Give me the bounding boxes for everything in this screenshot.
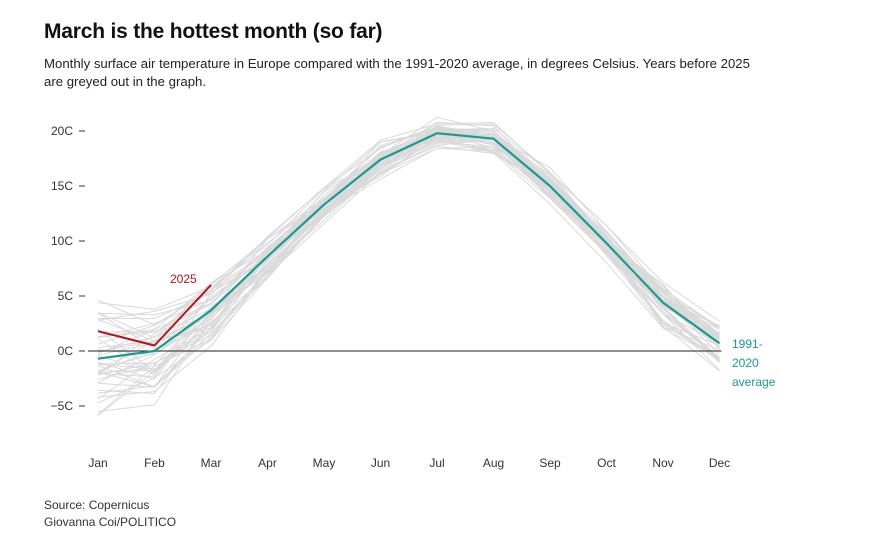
historical-year-line <box>97 133 720 388</box>
series-label-average-line2: 2020 <box>732 356 759 370</box>
credit-note: Giovanna Coi/POLITICO <box>44 515 177 529</box>
source-note: Source: Copernicus <box>44 498 150 512</box>
historical-year-line <box>97 135 720 353</box>
x-tick-label: Aug <box>483 456 504 470</box>
x-tick-label: Nov <box>652 456 673 470</box>
historical-years-lines <box>97 116 720 416</box>
x-tick-label: Jun <box>371 456 390 470</box>
chart-title: March is the hottest month (so far) <box>44 20 383 43</box>
historical-year-line <box>97 125 720 378</box>
series-label-average-line3: average <box>732 375 776 389</box>
historical-year-line <box>97 146 720 398</box>
x-tick-label: Jul <box>429 456 444 470</box>
historical-year-line <box>97 130 720 376</box>
historical-year-line <box>97 139 720 394</box>
x-tick-label: Dec <box>709 456 730 470</box>
x-tick-label: Jan <box>88 456 107 470</box>
historical-year-line <box>97 128 720 338</box>
x-tick-label: Sep <box>539 456 561 470</box>
series-label-average-line1: 1991- <box>732 337 763 351</box>
x-tick-label: Oct <box>597 456 616 470</box>
x-tick-label: May <box>313 456 336 470</box>
series-label-2025: 2025 <box>170 272 197 286</box>
historical-year-line <box>97 130 720 342</box>
x-tick-label: Mar <box>201 456 222 470</box>
y-tick-label: 0C <box>58 344 74 358</box>
series-line-2025 <box>97 284 212 347</box>
historical-year-line <box>97 137 720 376</box>
x-axis: Jan Feb Mar Apr May Jun Jul Aug Sep Oct Nov Dec <box>88 456 730 470</box>
historical-year-line <box>97 132 720 337</box>
historical-year-line <box>97 133 720 365</box>
y-tick-label: 20C <box>51 124 73 138</box>
chart-subtitle: Monthly surface air temperature in Europ… <box>44 56 750 89</box>
series-line-average <box>97 132 721 360</box>
historical-year-line <box>97 126 720 374</box>
x-tick-label: Feb <box>144 456 165 470</box>
y-tick-label: 15C <box>51 179 73 193</box>
y-tick-label: 10C <box>51 234 73 248</box>
x-tick-label: Apr <box>258 456 277 470</box>
y-axis: 20C 15C 10C 5C 0C −5C <box>51 124 85 413</box>
y-tick-label: 5C <box>58 289 74 303</box>
chart-footer: Source: Copernicus Giovanna Coi/POLITICO <box>44 497 176 531</box>
y-tick-label: −5C <box>51 399 74 413</box>
historical-year-line <box>97 133 720 350</box>
